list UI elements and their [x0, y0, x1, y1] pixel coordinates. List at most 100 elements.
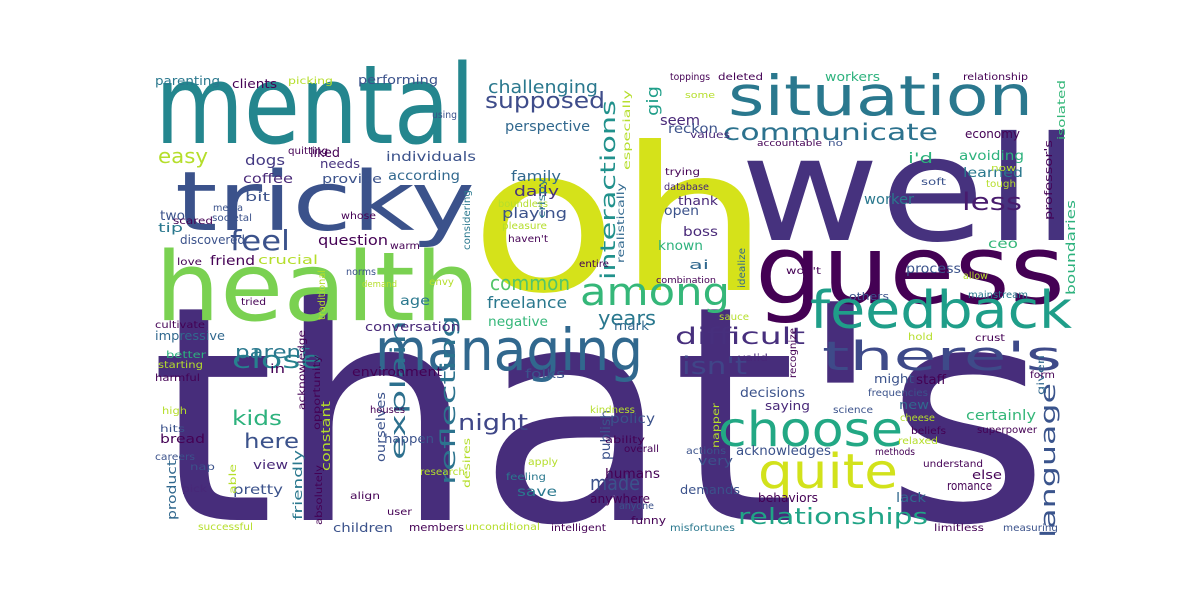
cloud-word: playing [502, 206, 567, 222]
cloud-word: hold [908, 332, 933, 343]
cloud-word: feeling [506, 472, 546, 483]
cloud-word: environment [352, 365, 442, 379]
cloud-word: children [333, 521, 393, 535]
cloud-word: in [270, 362, 285, 376]
cloud-word: process [906, 262, 961, 277]
cloud-word: i'd [908, 151, 933, 167]
cloud-word: mental [155, 41, 475, 169]
cloud-word: love [177, 257, 202, 268]
cloud-word: freelance [487, 293, 567, 312]
cloud-word: feedback [810, 281, 1072, 341]
cloud-word: challenging [488, 77, 598, 98]
cloud-word: years [598, 306, 656, 330]
cloud-word: starting [158, 360, 203, 371]
cloud-word: user [387, 507, 413, 518]
cloud-word: staff [916, 373, 947, 388]
cloud-word: tip [158, 221, 183, 235]
cloud-word: careers [155, 452, 195, 463]
cloud-word: family [511, 169, 561, 185]
cloud-word: cheese [900, 413, 935, 424]
cloud-word: difficult [675, 324, 805, 350]
cloud-word: happen [384, 432, 434, 446]
cloud-word: discovered [180, 233, 245, 247]
cloud-word: considering [462, 190, 473, 250]
cloud-word: among [580, 270, 730, 314]
cloud-word: able [228, 464, 239, 494]
cloud-word: friendly [291, 450, 305, 520]
cloud-word: mark [614, 319, 649, 333]
cloud-word: new [899, 398, 929, 412]
cloud-word: trying [665, 167, 700, 178]
cloud-word: negative [488, 315, 548, 330]
cloud-word: view [253, 458, 288, 472]
cloud-word: here [244, 429, 299, 453]
cloud-word: daily [514, 184, 559, 200]
cloud-word: superpower [977, 425, 1038, 436]
cloud-word: sauce [719, 312, 749, 323]
cloud-word: frequencies [868, 388, 928, 399]
cloud-word: publish [599, 410, 614, 460]
cloud-word: conversation [365, 320, 460, 334]
cloud-word: relationship [963, 72, 1028, 83]
cloud-word: relationships [738, 505, 928, 530]
cloud-word: quite [758, 444, 898, 500]
cloud-word: well [740, 106, 1080, 275]
cloud-word: intelligent [551, 523, 606, 534]
cloud-word: deleted [718, 72, 763, 83]
cloud-word: ourselves [374, 392, 388, 462]
cloud-word: individuals [386, 150, 476, 165]
cloud-word: idealize [737, 248, 748, 288]
cloud-word: limitless [934, 523, 984, 534]
cloud-word: scared [173, 216, 213, 227]
cloud-word: given [1036, 355, 1047, 395]
cloud-word: mainstream [968, 290, 1028, 301]
cloud-word: humans [605, 467, 660, 482]
cloud-word: opportunity [312, 355, 323, 430]
cloud-word: situation [728, 64, 1033, 128]
cloud-word: romance [947, 479, 992, 493]
cloud-word: guess [755, 216, 1065, 326]
cloud-word: common [490, 271, 570, 295]
cloud-word: avoiding [959, 149, 1024, 164]
cloud-word: seem [660, 113, 700, 129]
cloud-word: warm [390, 241, 420, 252]
cloud-word: realistically [616, 183, 627, 263]
cloud-word: question [318, 233, 388, 249]
cloud-word: entire [579, 259, 609, 270]
cloud-word: haven't [508, 234, 548, 245]
cloud-word: known [658, 239, 703, 254]
cloud-word: won't [786, 266, 821, 277]
cloud-word: open [664, 204, 699, 219]
cloud-word: close [232, 346, 322, 374]
cloud-word: envy [429, 277, 454, 288]
cloud-word: whose [341, 211, 376, 222]
cloud-word: isolated [1055, 80, 1068, 140]
cloud-word: napper [711, 402, 722, 448]
cloud-word: gig [643, 86, 662, 116]
cloud-word: reckon [668, 122, 718, 137]
cloud-word: needs [320, 157, 360, 171]
cloud-word: apply [528, 457, 558, 468]
cloud-word: methods [875, 447, 915, 458]
cloud-word: anywhere [590, 492, 650, 506]
cloud-word: impressive [155, 329, 225, 343]
cloud-word: policy [610, 412, 655, 427]
cloud-word: supposed [485, 89, 605, 114]
cloud-word: ability [605, 435, 645, 446]
cloud-word: acknowledges [736, 444, 831, 459]
cloud-word: bread [160, 432, 205, 446]
cloud-word: form [1030, 370, 1055, 381]
cloud-word: liked [310, 146, 340, 161]
cloud-word: constant [319, 401, 333, 471]
cloud-word: certainly [966, 408, 1036, 424]
cloud-word: combination [656, 276, 716, 286]
cloud-word: houses [370, 405, 405, 416]
cloud-word: hits [160, 424, 185, 435]
cloud-word: funny [631, 514, 667, 527]
cloud-word: decisions [740, 386, 805, 401]
cloud-word: successful [198, 522, 253, 533]
cloud-word: saying [765, 399, 810, 413]
cloud-word: less [962, 188, 1022, 216]
cloud-word: provide [322, 172, 382, 186]
